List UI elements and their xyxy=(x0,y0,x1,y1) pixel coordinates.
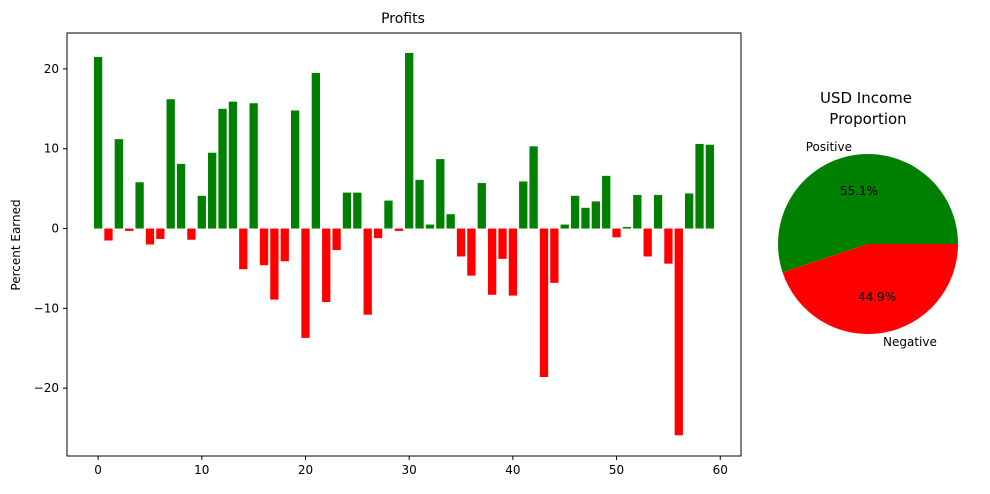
pie-percent-negative: 44.9% xyxy=(858,290,896,304)
bar-40 xyxy=(508,228,518,296)
bar-23 xyxy=(332,228,341,251)
pie-chart-title-line-1: USD Income xyxy=(820,89,912,107)
bar-55 xyxy=(664,228,673,264)
bar-45 xyxy=(560,224,569,229)
bar-31 xyxy=(415,179,424,229)
bar-59 xyxy=(705,144,715,229)
bar-47 xyxy=(581,207,590,229)
bar-3 xyxy=(125,228,134,231)
bar-50 xyxy=(612,228,621,238)
x-axis-ticks: 0 10 20 30 40 50 60 xyxy=(94,456,728,477)
y-tick-label: −20 xyxy=(34,381,59,395)
bar-30 xyxy=(405,52,414,229)
bar-25 xyxy=(353,192,362,229)
bar-34 xyxy=(446,214,455,229)
pie-chart: USD Income Proportion Positive Negative … xyxy=(778,89,958,349)
bar-16 xyxy=(259,228,269,266)
bar-19 xyxy=(290,110,300,229)
y-tick-label: 20 xyxy=(44,62,59,76)
bar-29 xyxy=(394,228,403,231)
bar-28 xyxy=(384,200,393,229)
bar-49 xyxy=(602,175,611,229)
bar-27 xyxy=(373,228,383,239)
bar-58 xyxy=(695,143,704,229)
bar-26 xyxy=(363,228,372,315)
x-tick-label: 0 xyxy=(94,463,102,477)
bar-32 xyxy=(425,224,435,229)
pie-slice-negative xyxy=(782,244,958,335)
bar-2 xyxy=(114,139,123,229)
x-tick-label: 40 xyxy=(505,463,520,477)
bar-18 xyxy=(280,228,289,262)
bar-48 xyxy=(591,201,600,229)
pie-label-positive: Positive xyxy=(806,140,852,154)
x-tick-label: 60 xyxy=(713,463,728,477)
y-tick-label: −10 xyxy=(34,301,59,315)
x-tick-label: 10 xyxy=(194,463,209,477)
x-tick-label: 20 xyxy=(298,463,313,477)
bar-chart-title: Profits xyxy=(381,11,425,27)
bar-8 xyxy=(176,163,186,229)
bar-56 xyxy=(674,228,683,436)
bar-chart-frame xyxy=(66,32,742,457)
bar-46 xyxy=(570,195,580,229)
bar-5 xyxy=(145,228,155,245)
bar-35 xyxy=(456,228,466,257)
bar-36 xyxy=(467,228,476,276)
bar-44 xyxy=(550,228,559,283)
pie-percent-positive: 55.1% xyxy=(840,184,878,198)
bar-11 xyxy=(208,152,217,229)
bar-38 xyxy=(487,228,497,295)
x-tick-label: 50 xyxy=(609,463,624,477)
bar-22 xyxy=(322,228,331,302)
bar-33 xyxy=(436,159,445,229)
bar-15 xyxy=(249,103,258,229)
bar-57 xyxy=(685,193,694,229)
bar-6 xyxy=(156,228,165,239)
bar-21 xyxy=(311,72,321,229)
pie-label-negative: Negative xyxy=(883,335,937,349)
bar-7 xyxy=(166,99,175,229)
y-tick-label: 10 xyxy=(44,142,59,156)
bar-chart-y-axis-label: Percent Earned xyxy=(9,199,23,290)
bar-10 xyxy=(197,195,206,229)
bar-12 xyxy=(218,108,227,229)
bar-41 xyxy=(519,181,528,229)
bar-17 xyxy=(270,228,279,300)
bar-14 xyxy=(239,228,248,270)
bar-54 xyxy=(653,195,663,229)
bar-37 xyxy=(477,183,486,229)
bar-20 xyxy=(301,228,310,338)
pie-slice-positive xyxy=(778,154,958,273)
bar-53 xyxy=(643,228,652,257)
bar-1 xyxy=(104,228,113,241)
pie-chart-title-line-2: Proportion xyxy=(829,110,906,128)
bar-24 xyxy=(342,192,352,229)
bar-13 xyxy=(228,101,238,229)
pie-slices xyxy=(778,154,958,335)
bar-series xyxy=(93,52,715,436)
bar-52 xyxy=(633,195,642,229)
bar-0 xyxy=(93,56,103,229)
bar-9 xyxy=(187,228,196,240)
bar-51 xyxy=(622,226,632,229)
y-axis-ticks: −20 −10 0 10 20 xyxy=(34,62,67,395)
bar-4 xyxy=(135,182,144,229)
bar-39 xyxy=(498,228,507,259)
bar-chart: Profits Percent Earned −20 −10 0 10 20 0 10 20… xyxy=(9,11,742,477)
y-tick-label: 0 xyxy=(51,222,59,236)
bar-43 xyxy=(539,228,549,377)
x-tick-label: 30 xyxy=(402,463,417,477)
bar-42 xyxy=(529,146,538,229)
